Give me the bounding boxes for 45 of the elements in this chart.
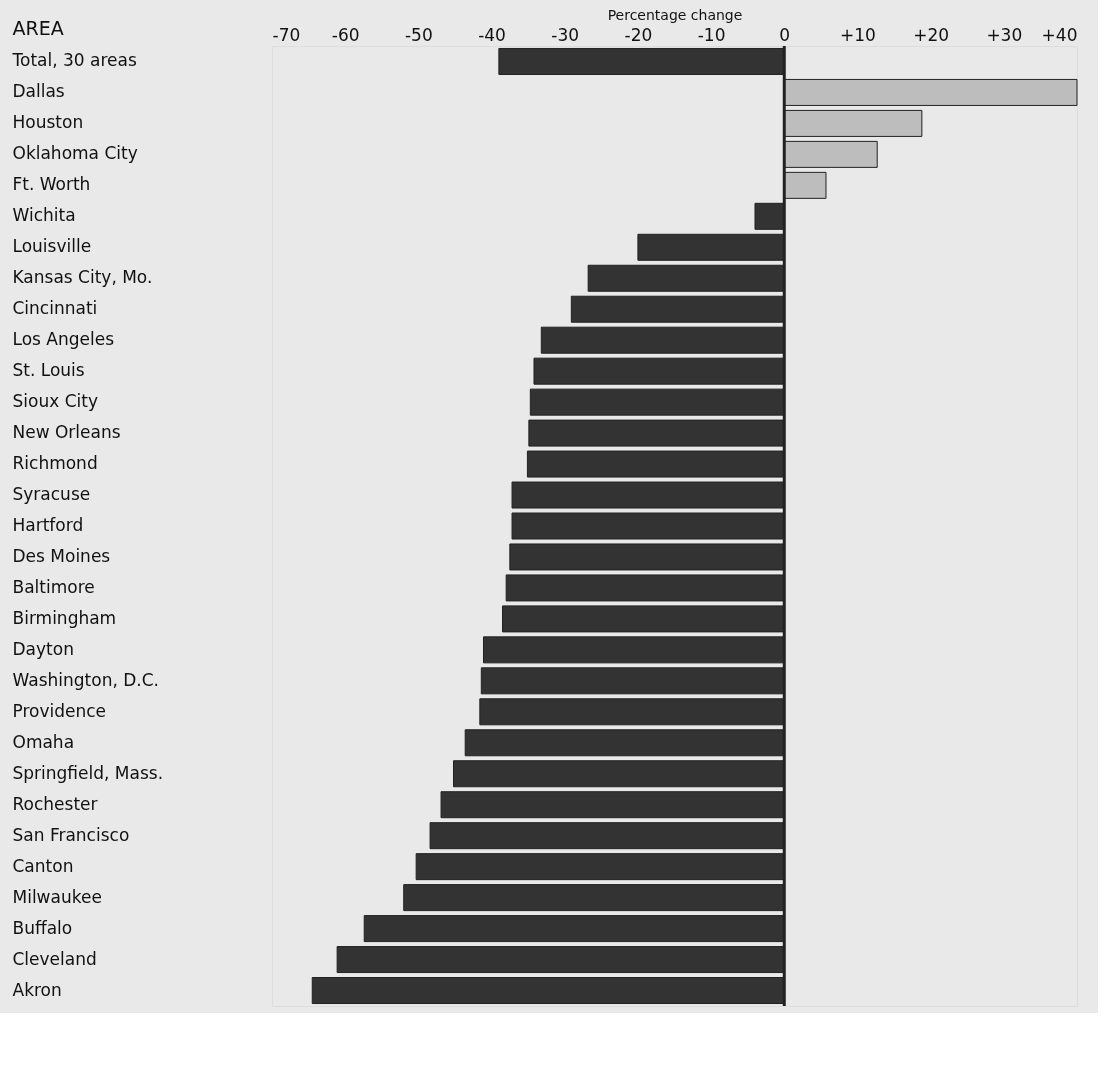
y-tick-label: Ft. Worth [12, 174, 91, 195]
x-tick-label: -60 [331, 24, 360, 45]
x-tick-label: +10 [840, 24, 876, 45]
x-tick-label: +20 [913, 24, 950, 45]
y-tick-label: Buffalo [12, 917, 73, 938]
y-tick-label: Washington, D.C. [12, 669, 159, 690]
y-tick-label: Hartford [12, 515, 84, 535]
y-tick-label: Sioux City [12, 391, 98, 412]
y-tick-label: Richmond [12, 453, 98, 474]
x-tick-label: +40 [1041, 24, 1078, 45]
x-tick-label: -30 [551, 24, 580, 45]
x-tick-label: -20 [624, 24, 653, 45]
y-tick-label: Springfield, Mass. [12, 762, 164, 783]
x-tick-label: -40 [478, 24, 506, 45]
y-tick-label: Oklahoma City [12, 143, 138, 164]
x-tick-label: +30 [986, 24, 1023, 45]
y-tick-label: Canton [12, 855, 74, 876]
y-tick-label: San Francisco [12, 824, 130, 845]
y-tick-label: Syracuse [12, 484, 91, 505]
y-tick-label: Houston [12, 112, 84, 133]
x-tick-label: -50 [404, 24, 433, 45]
y-tick-label: Cleveland [12, 948, 97, 969]
y-tick-label: St. Louis [12, 360, 85, 381]
y-tick-label: Des Moines [12, 545, 111, 566]
y-tick-label: Akron [12, 979, 62, 1000]
y-tick-label: Baltimore [12, 576, 95, 597]
x-tick-label: -10 [697, 24, 726, 45]
y-tick-label: Los Angeles [12, 329, 115, 350]
y-tick-label: Louisville [12, 236, 92, 257]
y-tick-label: Omaha [12, 731, 75, 752]
y-axis-title: AREA [12, 16, 64, 39]
y-tick-label: Total, 30 areas [11, 50, 137, 71]
y-tick-label: Rochester [12, 793, 98, 814]
y-tick-label: Wichita [12, 205, 76, 226]
y-tick-label: New Orleans [12, 422, 121, 443]
y-tick-label: Providence [12, 700, 107, 721]
y-tick-label: Dayton [12, 638, 74, 659]
y-tick-label: Cincinnati [12, 298, 98, 319]
x-tick-label: -70 [272, 24, 301, 45]
y-tick-label: Birmingham [12, 607, 117, 628]
y-tick-label: Kansas City, Mo. [12, 267, 153, 288]
y-tick-label: Dallas [12, 81, 65, 102]
x-axis-title: Percentage change [607, 6, 743, 23]
y-tick-label: Milwaukee [12, 886, 102, 907]
x-tick-label: 0 [779, 24, 791, 45]
